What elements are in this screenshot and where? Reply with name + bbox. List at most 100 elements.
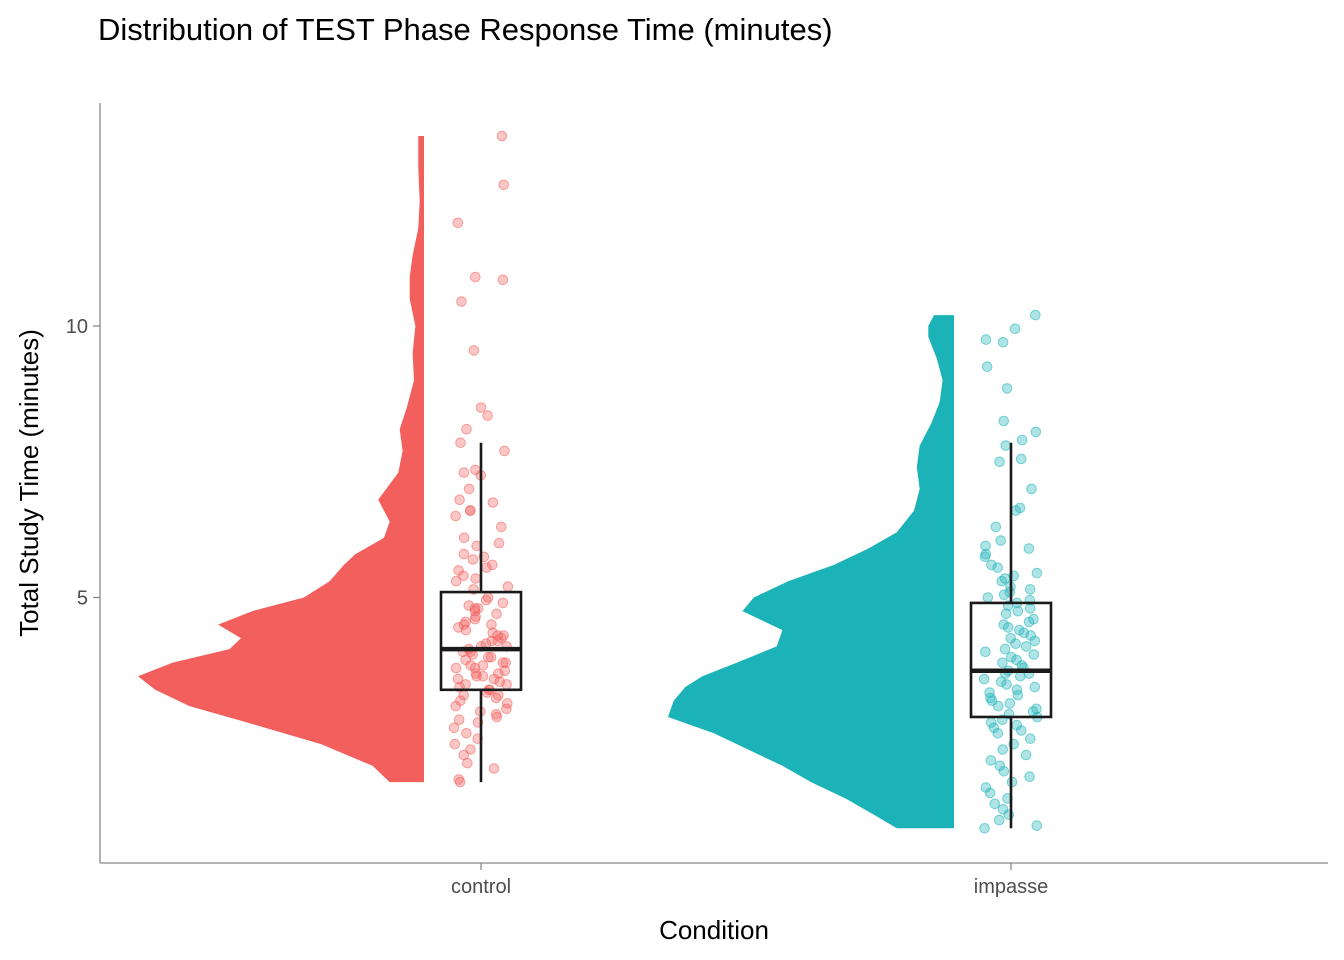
- control-data-point: [469, 613, 481, 625]
- impasse-data-point: [988, 722, 1000, 734]
- impasse-data-point: [1004, 698, 1016, 709]
- impasse-data-point: [982, 592, 994, 603]
- impasse-data-point: [995, 676, 1007, 688]
- control-data-point: [486, 619, 497, 630]
- control-data-point: [458, 532, 470, 544]
- chart-title: Distribution of TEST Phase Response Time…: [98, 12, 833, 47]
- control-data-point: [486, 635, 498, 647]
- impasse-data-point: [998, 766, 1010, 777]
- impasse-data-point: [980, 782, 992, 793]
- impasse-data-point: [1002, 622, 1014, 633]
- impasse-data-point: [1016, 434, 1028, 446]
- control-data-point: [500, 657, 512, 669]
- impasse-data-point: [979, 823, 990, 834]
- y-axis-ticks: 5 10: [66, 316, 100, 610]
- impasse-data-point: [978, 673, 990, 685]
- impasse-data-point: [999, 643, 1011, 655]
- y-tick-label: 5: [77, 588, 88, 610]
- impasse-data-point: [1023, 616, 1035, 628]
- impasse-data-point: [1012, 689, 1024, 701]
- impasse-data-point: [981, 361, 993, 373]
- x-tick-label: impasse: [974, 876, 1048, 898]
- control-data-point: [501, 679, 512, 690]
- impasse-data-point: [1023, 543, 1035, 554]
- impasse-data-point: [997, 337, 1009, 348]
- control-data-point: [497, 597, 509, 609]
- impasse-data-point: [1024, 603, 1036, 614]
- impasse-data-point: [1025, 733, 1036, 745]
- impasse-data-point: [1009, 323, 1021, 335]
- impasse-data-point: [1016, 725, 1027, 736]
- impasse-data-point: [1031, 567, 1043, 579]
- impasse-data-point: [979, 551, 991, 563]
- impasse-density-cloud: [668, 315, 954, 829]
- impasse-data-point: [1029, 635, 1041, 647]
- impasse-data-point: [998, 415, 1010, 427]
- plot-area: [138, 130, 1053, 834]
- control-data-point: [456, 296, 467, 307]
- x-axis-ticks: control impasse: [451, 863, 1048, 898]
- impasse-data-point: [992, 728, 1004, 739]
- control-data-point: [497, 274, 509, 286]
- impasse-data-point: [1006, 651, 1017, 663]
- impasse-data-point: [992, 562, 1004, 573]
- control-data-point: [470, 573, 481, 584]
- impasse-data-point: [980, 646, 991, 658]
- control-data-point: [454, 776, 466, 788]
- impasse-data-point: [998, 589, 1010, 601]
- impasse-data-point: [1000, 440, 1012, 451]
- control-data-point: [449, 738, 461, 750]
- impasse-data-point: [1030, 309, 1041, 321]
- impasse-data-point: [1030, 426, 1042, 438]
- control-data-point: [499, 445, 510, 457]
- control-data-point: [461, 728, 472, 739]
- control-data-point: [452, 217, 464, 229]
- control-data-point: [461, 423, 472, 435]
- impasse-data-point: [1010, 638, 1021, 650]
- impasse-data-point: [986, 559, 997, 571]
- y-axis-title: Total Study Time (minutes): [14, 329, 44, 637]
- control-data-point: [470, 271, 481, 283]
- impasse-data-point: [1024, 584, 1036, 595]
- control-data-point: [450, 575, 462, 587]
- control-data-point: [450, 510, 461, 522]
- impasse-data-point: [1015, 453, 1027, 465]
- impasse-data-point: [1031, 820, 1043, 831]
- control-data-point: [483, 651, 494, 663]
- impasse-data-point: [989, 798, 1001, 810]
- impasse-data-point: [1029, 681, 1041, 693]
- control-data-point: [453, 714, 465, 726]
- impasse-data-point: [996, 575, 1008, 587]
- control-data-point: [458, 548, 470, 560]
- impasse-data-point: [1011, 654, 1022, 666]
- impasse-data-point: [1001, 679, 1012, 690]
- impasse-data-point: [1024, 771, 1035, 783]
- control-box: [439, 590, 523, 692]
- control-data-point: [481, 562, 492, 573]
- control-data-point: [467, 554, 479, 565]
- control-data-point: [448, 722, 460, 734]
- control-data-point: [487, 497, 499, 508]
- control-data-point: [498, 179, 510, 191]
- control-data-point: [458, 467, 470, 478]
- control-data-point: [488, 673, 500, 685]
- impasse-data-point: [1012, 605, 1024, 617]
- control-data-point: [464, 505, 476, 516]
- control-data-point: [454, 494, 465, 506]
- impasse-data-point: [997, 744, 1009, 755]
- control-data-point: [468, 345, 480, 356]
- impasse-data-point: [994, 456, 1005, 468]
- control-data-point: [499, 665, 511, 677]
- control-data-point: [491, 608, 502, 620]
- impasse-box: [969, 601, 1053, 719]
- control-data-point: [477, 660, 489, 671]
- control-data-point: [496, 521, 507, 533]
- control-data-point: [482, 410, 493, 421]
- control-data-point: [496, 130, 508, 142]
- control-data-point: [480, 594, 492, 606]
- impasse-data-point: [1020, 749, 1032, 761]
- control-data-point: [463, 483, 475, 495]
- control-data-point: [491, 711, 503, 723]
- impasse-data-point: [980, 540, 991, 552]
